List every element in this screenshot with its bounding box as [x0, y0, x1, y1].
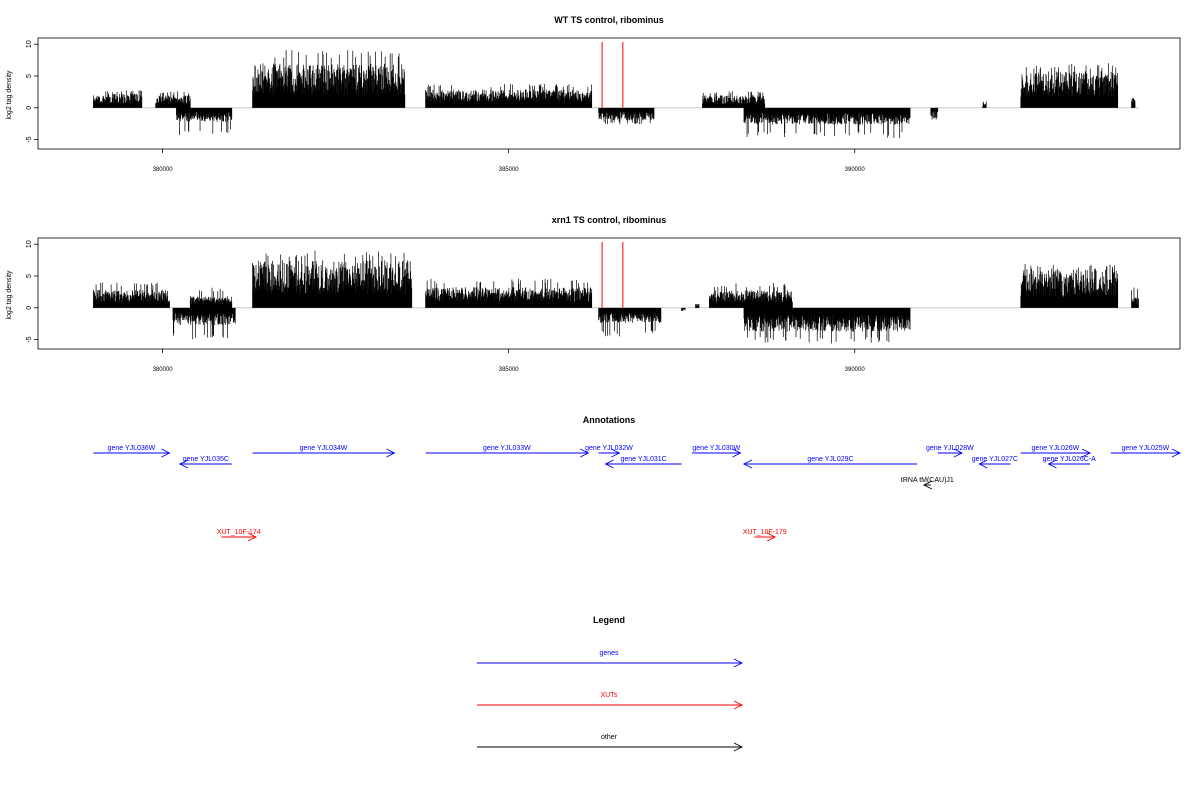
feature-label: gene YJL029C — [807, 456, 853, 463]
annotation-feature: gene YJL033W — [425, 445, 590, 458]
feature-label: tRNA tM(CAU)J1 — [901, 477, 954, 484]
annotation-feature: gene YJL025W — [1110, 445, 1182, 458]
feature-arrowhead — [604, 459, 614, 469]
feature-label: gene YJL036W — [108, 445, 156, 452]
x-tick-label: 380000 — [153, 367, 174, 373]
feature-arrowhead — [161, 448, 171, 458]
xrn1-panel-frame — [37, 237, 1181, 350]
feature-label: gene YJL035C — [183, 456, 229, 463]
annotation-feature: gene YJL035C — [178, 456, 232, 469]
feature-arrowhead — [922, 480, 933, 490]
feature-arrowhead — [386, 448, 396, 458]
legend-item-other: other — [477, 734, 744, 752]
y-tick-label: -5 — [26, 336, 33, 342]
y-tick-label: -5 — [26, 136, 33, 142]
xrn1-panel-title: xrn1 TS control, ribominus — [552, 215, 667, 225]
legend: Legend genes XUTs other — [477, 615, 744, 752]
annotation-feature: gene YJL029C — [742, 456, 917, 469]
feature-label: XUT_10F-174 — [217, 529, 261, 536]
legend-label-genes: genes — [599, 650, 619, 657]
legend-label-xuts: XUTs — [601, 692, 618, 699]
y-tick-label: 0 — [26, 306, 33, 310]
feature-arrowhead — [1081, 448, 1092, 458]
annotation-feature: gene YJL036W — [93, 445, 171, 458]
legend-arrowhead-other — [733, 742, 744, 752]
legend-label-other: other — [601, 734, 618, 741]
feature-label: gene YJL027C — [972, 456, 1018, 463]
signal-bars — [93, 250, 1139, 344]
feature-arrowhead — [742, 459, 753, 469]
x-tick-label: 390000 — [845, 367, 866, 373]
feature-arrowhead — [1047, 459, 1057, 469]
feature-label: gene YJL031C — [621, 456, 667, 463]
xrn1-panel: xrn1 TS control, ribominus -5 0 5 10 380000 3… — [6, 215, 1181, 373]
annotation-feature: gene YJL026W — [1020, 445, 1092, 458]
feature-label: gene YJL030W — [692, 445, 740, 452]
legend-item-genes: genes — [477, 650, 744, 668]
legend-title: Legend — [593, 615, 625, 625]
feature-arrowhead — [247, 532, 258, 542]
legend-arrowhead-genes — [733, 658, 744, 668]
wt-panel-title: WT TS control, ribominus — [554, 15, 664, 25]
x-tick-label: 390000 — [845, 167, 866, 173]
feature-label: XUT_10F-179 — [743, 529, 787, 536]
feature-arrowhead — [1171, 448, 1182, 458]
feature-arrowhead — [580, 448, 590, 458]
legend-item-xuts: XUTs — [477, 692, 744, 710]
annotation-feature: XUT_10F-174 — [217, 529, 261, 542]
annotation-feature: tRNA tM(CAU)J1 — [901, 477, 954, 490]
y-tick-label: 5 — [26, 74, 33, 78]
annotation-feature: gene YJL027C — [972, 456, 1018, 469]
annotation-feature: gene YJL032W — [585, 445, 633, 458]
feature-arrowhead — [732, 448, 742, 458]
annotations-title: Annotations — [583, 415, 636, 425]
wt-plot-area: -5 0 5 10 380000 385000 390000 — [26, 40, 1139, 173]
feature-label: gene YJL033W — [483, 445, 531, 452]
feature-label: gene YJL032W — [585, 445, 633, 452]
x-tick-label: 385000 — [499, 367, 520, 373]
annotation-feature: gene YJL026C-A — [1043, 456, 1097, 469]
feature-arrowhead — [953, 448, 963, 458]
annotation-feature: gene YJL031C — [604, 456, 682, 469]
annotation-feature: gene YJL030W — [692, 445, 742, 458]
wt-panel-frame — [37, 37, 1181, 150]
y-tick-label: 5 — [26, 274, 33, 278]
feature-label: gene YJL025W — [1122, 445, 1170, 452]
feature-arrowhead — [766, 532, 777, 542]
y-tick-label: 0 — [26, 106, 33, 110]
feature-label: gene YJL028W — [926, 445, 974, 452]
feature-label: gene YJL034W — [300, 445, 348, 452]
feature-label: gene YJL026C-A — [1043, 456, 1097, 463]
feature-arrowhead — [978, 459, 988, 469]
wt-ylabel: log2 tag density — [6, 70, 13, 120]
annotation-feature: gene YJL028W — [926, 445, 974, 458]
annotation-features: gene YJL036W gene YJL035C gene YJL034W gene… — [93, 445, 1182, 542]
xrn1-plot-area: -5 0 5 10 380000 385000 390000 — [26, 240, 1139, 373]
y-tick-label: 10 — [26, 40, 33, 48]
xrn1-ylabel: log2 tag density — [6, 270, 13, 320]
signal-bars — [93, 50, 1136, 139]
x-tick-label: 385000 — [499, 167, 520, 173]
annotation-feature: gene YJL034W — [252, 445, 396, 458]
y-tick-label: 10 — [26, 240, 33, 248]
x-tick-label: 380000 — [153, 167, 174, 173]
feature-arrowhead — [611, 448, 621, 458]
wt-panel: WT TS control, ribominus -5 0 5 10 380000 385… — [6, 15, 1181, 173]
feature-arrowhead — [178, 459, 189, 469]
annotation-feature: XUT_10F-179 — [743, 529, 787, 542]
legend-arrowhead-xuts — [733, 700, 744, 710]
feature-label: gene YJL026W — [1032, 445, 1080, 452]
